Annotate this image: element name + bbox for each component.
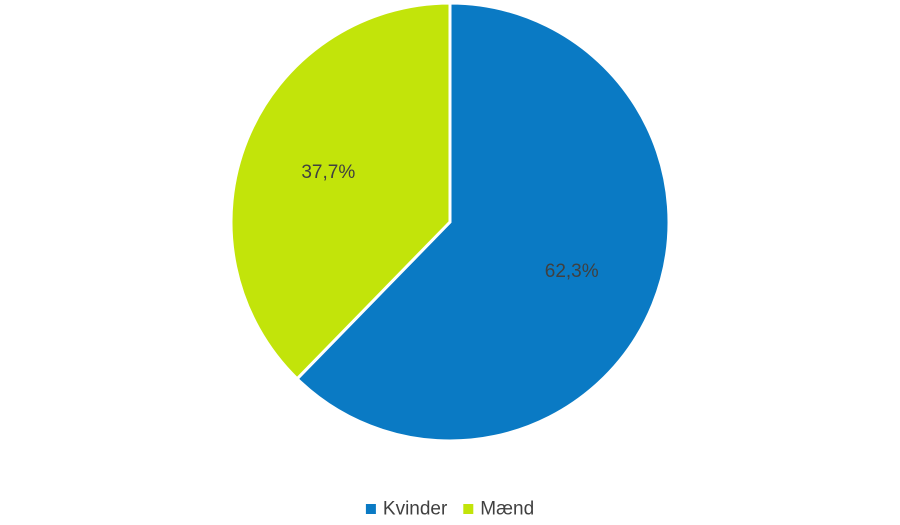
legend-item-kvinder: Kvinder xyxy=(365,499,448,520)
legend-swatch-maend xyxy=(463,504,474,514)
data-label-kvinder: 62,3% xyxy=(545,261,599,282)
pie-data-labels: 62,3% 37,7% xyxy=(301,162,598,282)
legend-item-maend: Mænd xyxy=(463,499,534,520)
legend: Kvinder Mænd xyxy=(365,499,534,520)
legend-label-kvinder: Kvinder xyxy=(383,499,448,520)
legend-label-maend: Mænd xyxy=(480,499,534,520)
legend-swatch-kvinder xyxy=(365,504,376,514)
data-label-maend: 37,7% xyxy=(301,162,355,183)
pie-slice-kvinder xyxy=(295,1,671,443)
pie-slices xyxy=(229,1,671,443)
pie-slice-maend xyxy=(229,1,452,381)
